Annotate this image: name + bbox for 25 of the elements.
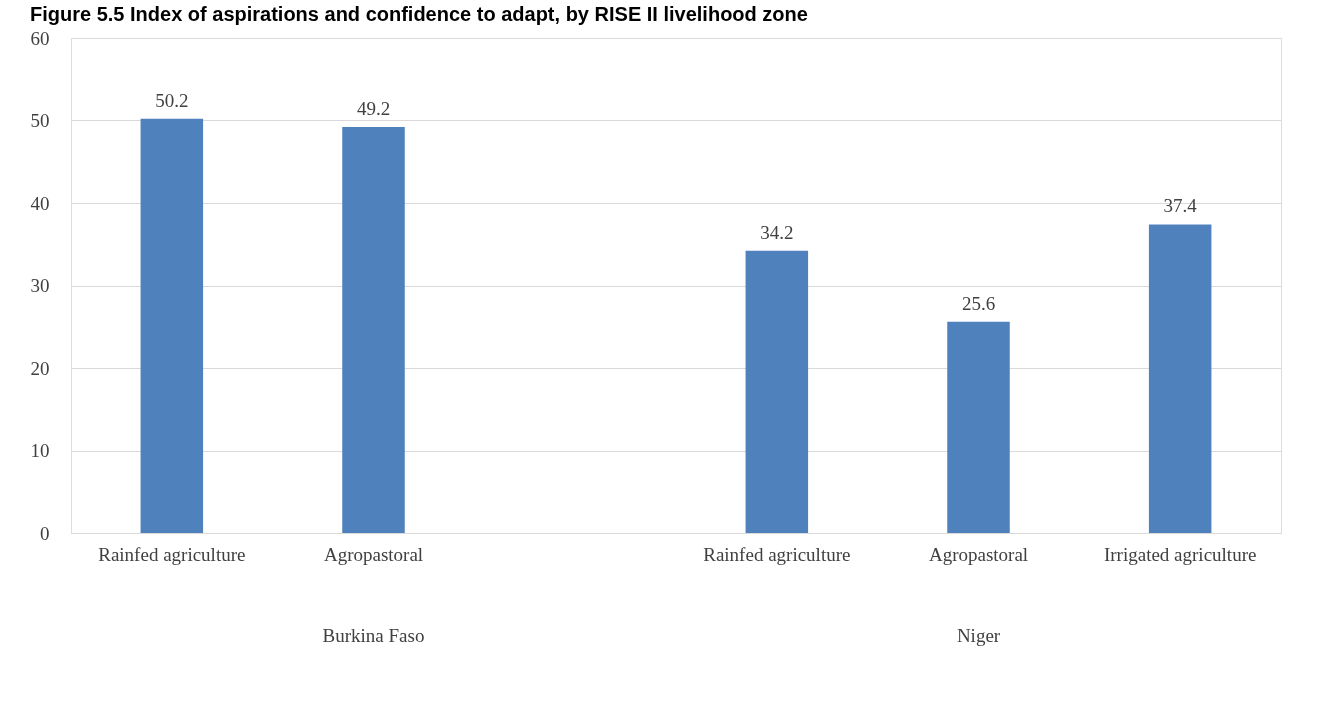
bar — [140, 118, 204, 533]
y-tick-label: 40 — [30, 192, 50, 214]
text: Burkina Faso — [322, 625, 425, 646]
bar — [1148, 224, 1212, 533]
chart-title: Figure 5.5 Index of aspirations and confidence to adapt, by RISE II livelihood zone — [30, 3, 808, 25]
data-label: 50.2 — [155, 89, 189, 111]
data-label: 25.6 — [961, 292, 996, 314]
x-tick-label: Irrigated agriculture — [1103, 543, 1257, 565]
y-tick-label: 60 — [30, 27, 50, 49]
x-tick-label: Rainfed agriculture — [98, 543, 246, 565]
bar — [947, 321, 1010, 533]
y-tick-label: 10 — [30, 440, 50, 461]
y-tick-label: 20 — [30, 357, 50, 379]
y-tick-label: 30 — [30, 275, 50, 296]
x-tick-label: Agropastoral — [928, 543, 1029, 565]
bar — [745, 250, 809, 533]
x-tick-label: Agropastoral — [323, 543, 424, 565]
y-tick-label: 0 — [40, 522, 50, 544]
y-tick-label: 50 — [30, 110, 50, 131]
text: Niger — [956, 625, 1001, 646]
bar — [342, 127, 405, 533]
data-label: 37.4 — [1163, 195, 1198, 217]
data-label: 49.2 — [356, 98, 391, 120]
data-label: 34.2 — [760, 221, 794, 243]
x-tick-label: Rainfed agriculture — [703, 543, 851, 565]
